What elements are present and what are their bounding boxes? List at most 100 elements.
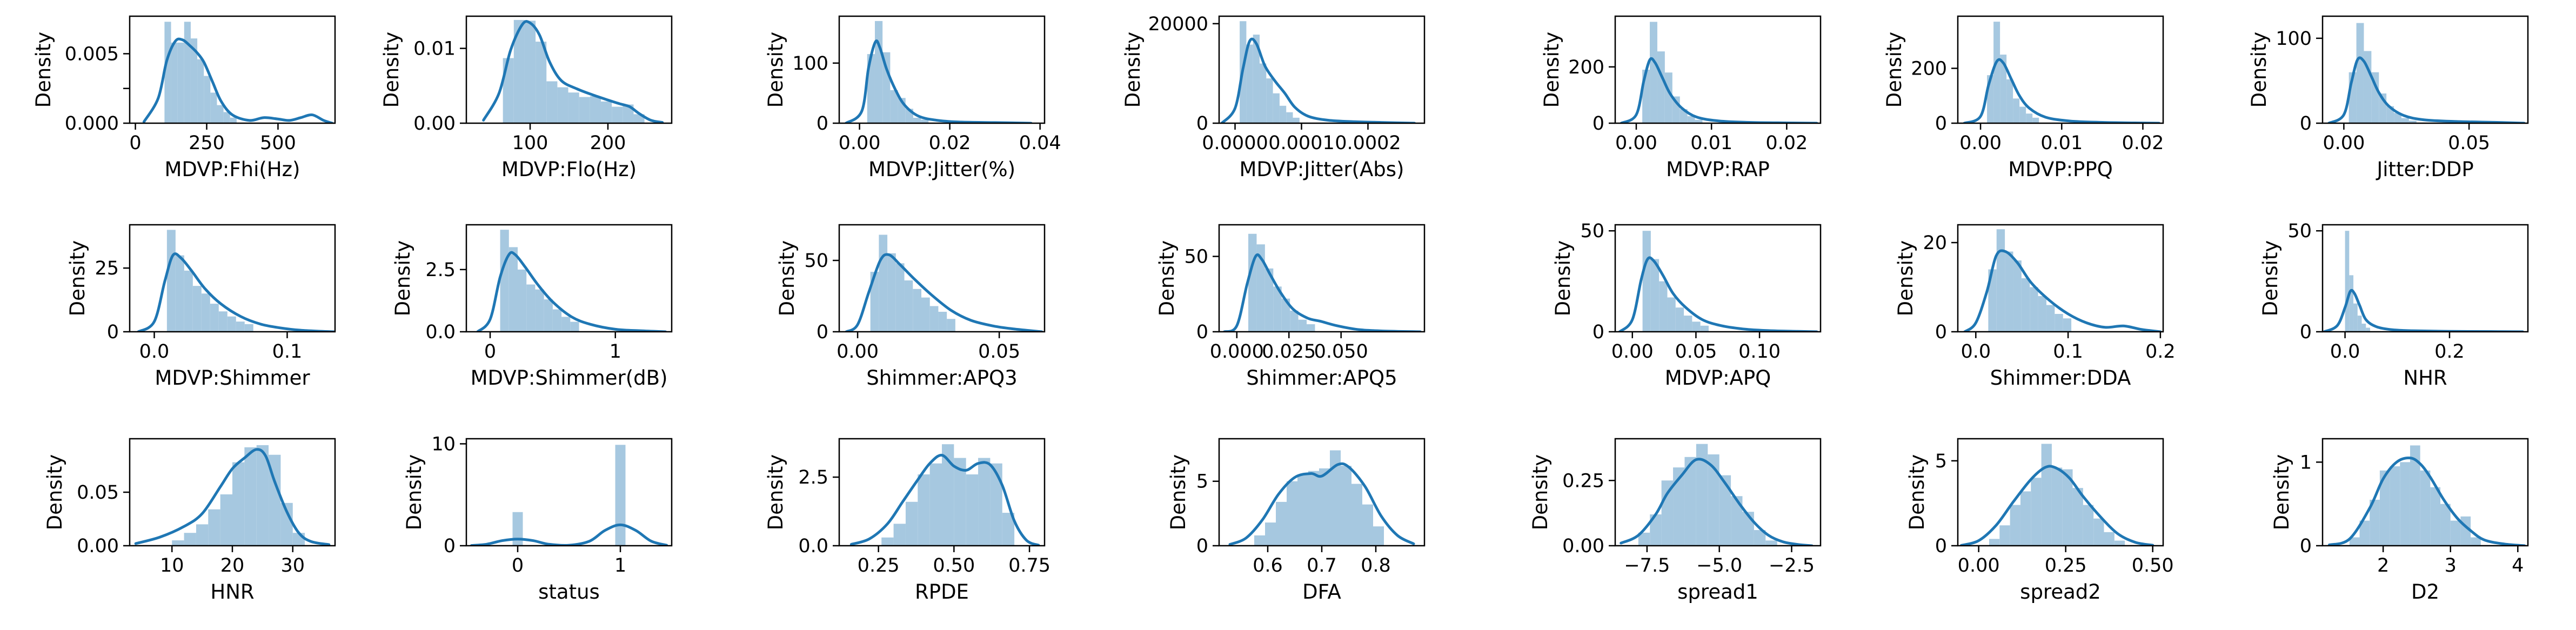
subplot-5: 0.00 0.01 0.02 0 200 MDVP:RAP Density — [1540, 15, 1822, 181]
histogram-bar — [552, 309, 562, 332]
axes-frame — [1957, 224, 2164, 333]
subplot-3: 0.00 0.02 0.04 0 100 MDVP:Jitter(%) Density — [764, 15, 1061, 181]
plot-area — [2327, 445, 2526, 546]
histogram-bar — [929, 463, 942, 546]
x-axis-label: spread2 — [2020, 580, 2101, 604]
histogram-bar — [2379, 470, 2390, 546]
x-tick-label: 0.0000 — [1202, 132, 1268, 154]
histogram-bar — [223, 112, 230, 123]
x-tick-label: 1 — [610, 341, 621, 363]
histogram-bar — [887, 253, 896, 332]
kde-line — [1963, 58, 2160, 123]
histogram-bar — [2408, 120, 2417, 123]
histogram-bar — [2370, 499, 2380, 546]
histogram-bar — [166, 230, 176, 332]
x-tick-label: 0.00 — [1615, 132, 1657, 154]
y-tick-label: 0 — [444, 535, 456, 557]
histogram-bar — [2038, 296, 2046, 332]
y-tick-label: 50 — [1184, 246, 1208, 268]
histogram-bar — [1246, 44, 1253, 123]
plot-area — [1963, 229, 2162, 332]
kde-line — [476, 251, 667, 332]
histogram-bar — [2062, 469, 2073, 546]
kde-line — [1223, 253, 1422, 332]
y-tick-label: 100 — [2276, 28, 2312, 50]
histogram-bar — [870, 272, 879, 332]
x-tick-label: 0.7 — [1307, 555, 1337, 577]
histogram-bar — [1362, 504, 1373, 546]
y-axis-label: Density — [1529, 454, 1552, 531]
x-axis-label: MDVP:RAP — [1666, 158, 1770, 181]
histogram-bar — [2400, 462, 2410, 546]
histogram-bar — [1290, 310, 1299, 332]
x-tick-label: 20 — [220, 555, 245, 577]
x-tick-label: 0.02 — [929, 132, 971, 154]
x-tick-label: 0.025 — [1262, 341, 1316, 363]
y-tick-label: 100 — [792, 53, 828, 75]
x-tick-label: 0.01 — [2040, 132, 2083, 154]
subplot-15: 10 20 30 0.00 0.05 HNR Density — [43, 438, 336, 604]
x-axis-label: Shimmer:APQ3 — [866, 366, 1017, 390]
kde-line — [2327, 56, 2526, 123]
histogram-bar — [1719, 475, 1731, 546]
plot-area — [476, 230, 667, 332]
x-tick-label: 0 — [512, 555, 524, 577]
histogram-bar — [1996, 229, 2005, 332]
x-tick-label: 0.2 — [2434, 341, 2465, 363]
histogram-bar — [1675, 307, 1684, 332]
histogram-bar — [172, 540, 184, 546]
x-tick-label: 0.0001 — [1268, 132, 1334, 154]
y-tick-label: 0 — [1196, 535, 1208, 557]
y-tick-label: 0 — [2300, 321, 2312, 343]
x-tick-label: 0.00 — [1958, 555, 2000, 577]
y-tick-label: 0.00 — [413, 113, 456, 135]
y-axis-label: Density — [775, 240, 799, 317]
histogram-bar — [2394, 113, 2401, 123]
y-tick-label: 0 — [1593, 113, 1604, 135]
histogram-bar — [190, 38, 198, 123]
x-tick-label: 0.00 — [1959, 132, 2002, 154]
y-tick-label: 0 — [1935, 535, 1947, 557]
x-tick-label: 1 — [614, 555, 626, 577]
axes-frame — [129, 224, 336, 333]
histogram-bar — [204, 76, 211, 123]
y-tick-label: 5 — [1935, 451, 1947, 472]
axes-frame — [2321, 15, 2529, 124]
plot-area — [845, 234, 1043, 332]
histogram-bar — [938, 312, 947, 332]
x-tick-label: 0.0 — [2330, 341, 2360, 363]
histogram-bar — [2410, 445, 2420, 546]
histogram-bar — [175, 255, 184, 332]
kde-line — [134, 448, 331, 546]
histogram-bar — [1287, 481, 1297, 546]
axes-frame — [2321, 438, 2529, 547]
histogram-bar — [535, 289, 544, 332]
histogram-bar — [1664, 72, 1672, 123]
histogram-bar — [526, 284, 536, 332]
histogram-bar — [1253, 35, 1260, 123]
x-axis-label: Jitter:DDP — [2376, 158, 2473, 181]
x-tick-label: 2 — [2377, 555, 2389, 577]
histogram-bar — [1266, 78, 1273, 123]
x-tick-label: 0.05 — [978, 341, 1020, 363]
y-tick-label: 50 — [804, 250, 828, 272]
x-tick-label: 0.8 — [1361, 555, 1391, 577]
histogram-bar — [2063, 318, 2072, 332]
x-axis-label: MDVP:PPQ — [2008, 158, 2113, 181]
histogram-bar — [2010, 505, 2020, 546]
histogram-bar — [1256, 244, 1265, 332]
histogram-bar — [2353, 303, 2358, 332]
x-tick-label: −2.5 — [1769, 555, 1815, 577]
axes-frame — [1614, 15, 1822, 124]
axes-frame — [1614, 224, 1822, 333]
x-tick-label: 200 — [590, 132, 626, 154]
x-tick-label: 500 — [260, 132, 296, 154]
axes-frame — [2321, 224, 2529, 333]
histogram-bar — [1265, 522, 1276, 546]
histogram-bar — [947, 319, 955, 332]
y-axis-label: Density — [403, 454, 426, 531]
x-tick-label: 30 — [280, 555, 305, 577]
histogram-bar — [2083, 505, 2094, 546]
histogram-bar — [1684, 457, 1696, 546]
